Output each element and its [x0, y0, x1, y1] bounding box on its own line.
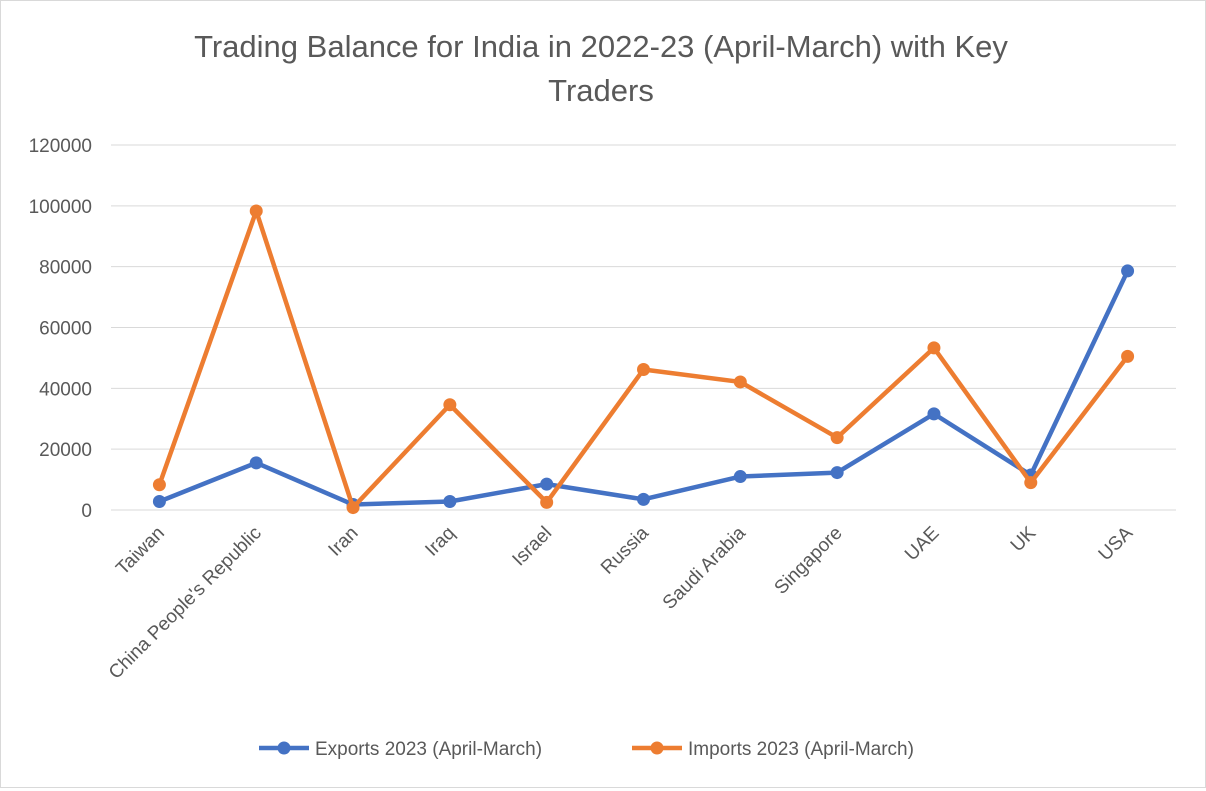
series-line	[157, 208, 1130, 510]
data-point	[443, 494, 457, 508]
legend-swatch-marker	[277, 741, 291, 755]
data-point	[927, 407, 941, 421]
y-tick-label: 80000	[39, 258, 92, 279]
legend: Exports 2023 (April-March) Imports 2023 (…	[259, 739, 914, 760]
x-tick-label: UAE	[901, 523, 943, 565]
legend-label: Imports 2023 (April-March)	[688, 739, 914, 760]
legend-item: Imports 2023 (April-March)	[632, 739, 914, 760]
data-point	[830, 466, 844, 480]
legend-item: Exports 2023 (April-March)	[259, 739, 542, 760]
x-tick-label: Israel	[509, 523, 557, 571]
y-tick-label: 100000	[29, 197, 92, 218]
x-tick-label: USA	[1095, 522, 1138, 565]
y-tick-label: 20000	[39, 440, 92, 461]
chart-title-line-2: Traders	[548, 73, 654, 108]
data-point	[540, 495, 554, 509]
x-tick-label: Saudi Arabia	[659, 522, 750, 613]
x-tick-label: Iran	[325, 523, 363, 561]
x-tick-label: Singapore	[771, 523, 847, 599]
y-tick-label: 120000	[29, 136, 92, 157]
data-point	[733, 375, 747, 389]
series-imports	[152, 204, 1135, 515]
data-point	[830, 431, 844, 445]
data-point	[637, 362, 650, 376]
data-point	[152, 478, 166, 492]
legend-swatch-marker	[650, 741, 664, 755]
data-point	[1121, 264, 1135, 278]
data-point	[249, 204, 263, 218]
x-tick-label: UK	[1007, 522, 1041, 556]
legend-label: Exports 2023 (April-March)	[315, 739, 542, 760]
data-point	[733, 470, 747, 484]
data-point	[637, 492, 650, 506]
y-tick-label: 60000	[39, 319, 92, 340]
series-layer	[152, 204, 1135, 515]
data-point	[1024, 476, 1038, 490]
series-line	[157, 268, 1130, 507]
y-tick-label: 40000	[39, 379, 92, 400]
x-tick-label: Russia	[597, 522, 653, 578]
y-axis-ticks: 0 20000 40000 60000 80000 100000 120000	[29, 136, 92, 522]
data-point	[927, 341, 941, 355]
data-point	[443, 398, 457, 412]
gridlines	[111, 144, 1176, 511]
x-tick-label: Iraq	[421, 523, 459, 561]
chart-title-line-1: Trading Balance for India in 2022-23 (Ap…	[194, 29, 1008, 64]
data-point	[152, 494, 166, 508]
data-point	[249, 456, 263, 470]
data-point	[1121, 349, 1135, 363]
x-tick-label: Taiwan	[112, 523, 169, 580]
y-tick-label: 0	[81, 501, 92, 522]
data-point	[540, 477, 554, 491]
series-exports	[152, 264, 1135, 512]
data-point	[346, 501, 360, 515]
